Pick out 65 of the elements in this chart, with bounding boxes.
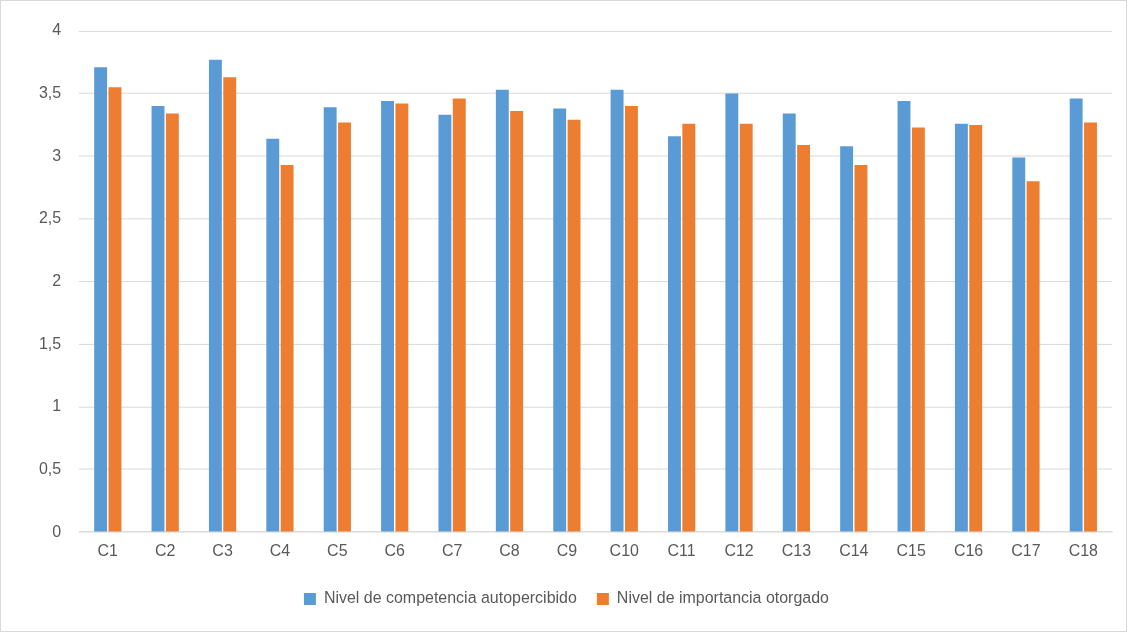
- bar: [208, 59, 222, 532]
- bar: [1012, 157, 1026, 532]
- bar: [510, 111, 524, 532]
- y-tick-label: 3: [52, 146, 62, 164]
- bar: [682, 123, 696, 532]
- y-tick-label: 4: [52, 21, 62, 39]
- x-tick-label: C14: [839, 542, 869, 560]
- bar: [1084, 122, 1097, 532]
- bar: [969, 124, 983, 532]
- y-tick-label: 2,5: [38, 209, 62, 227]
- bar: [338, 122, 351, 532]
- legend-label: Nivel de importancia otorgado: [616, 589, 830, 607]
- bar: [151, 106, 165, 532]
- y-tick-label: 0: [52, 522, 62, 540]
- bar: [840, 146, 854, 532]
- x-tick-label: C5: [327, 542, 348, 560]
- x-tick-label: C6: [384, 542, 406, 560]
- x-tick-label: C2: [154, 542, 176, 560]
- bar: [323, 107, 337, 532]
- bar: [223, 77, 237, 532]
- x-tick-label: C11: [667, 542, 696, 560]
- x-tick-label: C18: [1068, 542, 1099, 560]
- x-tick-label: C9: [556, 542, 578, 560]
- bar: [381, 101, 394, 532]
- bar: [452, 98, 466, 532]
- x-tick-label: C10: [609, 542, 640, 560]
- x-tick-label: C1: [97, 542, 119, 560]
- bar: [797, 144, 811, 532]
- x-tick-label: C13: [781, 542, 812, 560]
- bar: [108, 87, 122, 532]
- bar: [1069, 98, 1083, 532]
- x-tick-label: C15: [896, 542, 926, 560]
- bar: [495, 89, 509, 532]
- x-tick-label: C8: [499, 542, 520, 560]
- bar: [725, 93, 739, 532]
- y-tick-label: 1: [52, 397, 62, 415]
- bar: [165, 113, 179, 532]
- x-tick-label: C16: [953, 542, 984, 560]
- x-tick-label: C7: [441, 542, 463, 560]
- bar: [854, 164, 868, 532]
- x-tick-label: C17: [1011, 542, 1041, 560]
- x-tick-label: C3: [212, 542, 233, 560]
- bar: [897, 101, 911, 532]
- bar: [911, 127, 925, 532]
- x-tick-label: C12: [724, 542, 754, 560]
- y-tick-label: 1,5: [38, 334, 62, 352]
- bar: [954, 123, 968, 532]
- bar: [395, 103, 409, 532]
- bar: [266, 138, 280, 532]
- y-tick-label: 3,5: [38, 83, 62, 101]
- bar: [668, 136, 681, 532]
- y-tick-label: 2: [52, 271, 62, 289]
- bar: [610, 89, 624, 532]
- bar: [280, 164, 294, 532]
- bar: [567, 119, 581, 532]
- legend-label: Nivel de competencia autopercibido: [323, 589, 577, 607]
- bar: [739, 123, 753, 532]
- x-tick-label: C4: [269, 542, 291, 560]
- y-tick-label: 0,5: [38, 459, 62, 477]
- bar: [624, 106, 638, 532]
- bar: [1026, 181, 1040, 532]
- bar: [553, 108, 567, 532]
- bar: [782, 113, 796, 532]
- bar: [94, 67, 108, 532]
- bar: [438, 114, 452, 532]
